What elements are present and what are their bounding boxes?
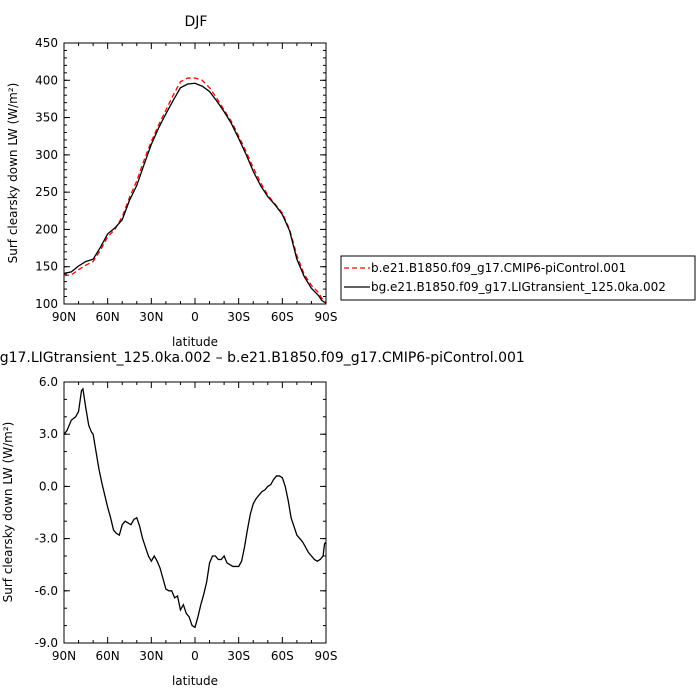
- y-tick-label: 200: [35, 222, 58, 236]
- plot-frame: [63, 381, 327, 644]
- y-tick-label: -6.0: [35, 584, 58, 598]
- legend-box: [340, 255, 696, 301]
- x-tick-label: 60N: [96, 649, 120, 663]
- y-tick-label: 250: [35, 185, 58, 199]
- x-tick-label: 0: [191, 649, 199, 663]
- y-tick-label: 350: [35, 111, 58, 125]
- y-tick-label: 150: [35, 260, 58, 274]
- x-tick-label: 60S: [271, 649, 294, 663]
- x-axis-label: latitude: [172, 674, 218, 688]
- series-lines: [63, 387, 327, 629]
- y-tick-label: 0.0: [39, 479, 58, 493]
- y-tick-label: 300: [35, 148, 58, 162]
- x-tick-label: 90S: [315, 649, 338, 663]
- x-tick-label: 0: [191, 310, 199, 324]
- x-tick-labels: 90N 60N 30N 0 30S 60S 90S: [52, 382, 338, 663]
- x-tick-label: 30S: [227, 310, 250, 324]
- plot-frame: [63, 42, 327, 305]
- legend-label-ligtransient: bg.e21.B1850.f09_g17.LIGtransient_125.0k…: [371, 280, 666, 294]
- x-tick-labels: 90N 60N 30N 0 30S 60S 90S: [52, 43, 338, 324]
- y-tick-label: 100: [35, 297, 58, 311]
- series-line-1: [63, 82, 327, 304]
- difference-title: bg.e21.B1850.f09_g17.LIGtransient_125.0k…: [0, 350, 525, 366]
- y-tick-label: -9.0: [35, 636, 58, 650]
- top-chart: DJF 90N 60N 30N 0 30S 60S 90S 100 150 200 250 300 3…: [6, 14, 337, 349]
- chart-title: DJF: [185, 14, 208, 30]
- y-tick-labels: 100 150 200 250 300 350 400 450: [35, 36, 326, 311]
- bottom-chart: bg.e21.B1850.f09_g17.LIGtransient_125.0k…: [0, 350, 525, 688]
- x-axis-label: latitude: [172, 335, 218, 349]
- x-tick-label: 90N: [52, 649, 76, 663]
- legend-label-control: b.e21.B1850.f09_g17.CMIP6-piControl.001: [371, 261, 626, 275]
- series-line-0: [63, 77, 327, 303]
- y-axis-label: Surf clearsky down LW (W/m²): [6, 83, 20, 264]
- y-tick-label: 3.0: [39, 427, 58, 441]
- y-tick-labels: -9.0 -6.0 -3.0 0.0 3.0 6.0: [35, 375, 326, 650]
- y-axis-label: Surf clearsky down LW (W/m²): [1, 422, 15, 603]
- y-tick-label: 6.0: [39, 375, 58, 389]
- y-tick-label: 450: [35, 36, 58, 50]
- y-tick-label: 400: [35, 73, 58, 87]
- x-tick-label: 90N: [52, 310, 76, 324]
- legend: b.e21.B1850.f09_g17.CMIP6-piControl.001 …: [340, 255, 696, 301]
- x-tick-label: 60N: [96, 310, 120, 324]
- x-tick-label: 30N: [139, 310, 163, 324]
- y-tick-label: -3.0: [35, 532, 58, 546]
- x-tick-label: 30S: [227, 649, 250, 663]
- series-lines: [63, 77, 327, 304]
- x-tick-label: 60S: [271, 310, 294, 324]
- x-tick-label: 90S: [315, 310, 338, 324]
- series-line-0: [63, 387, 327, 629]
- x-tick-label: 30N: [139, 649, 163, 663]
